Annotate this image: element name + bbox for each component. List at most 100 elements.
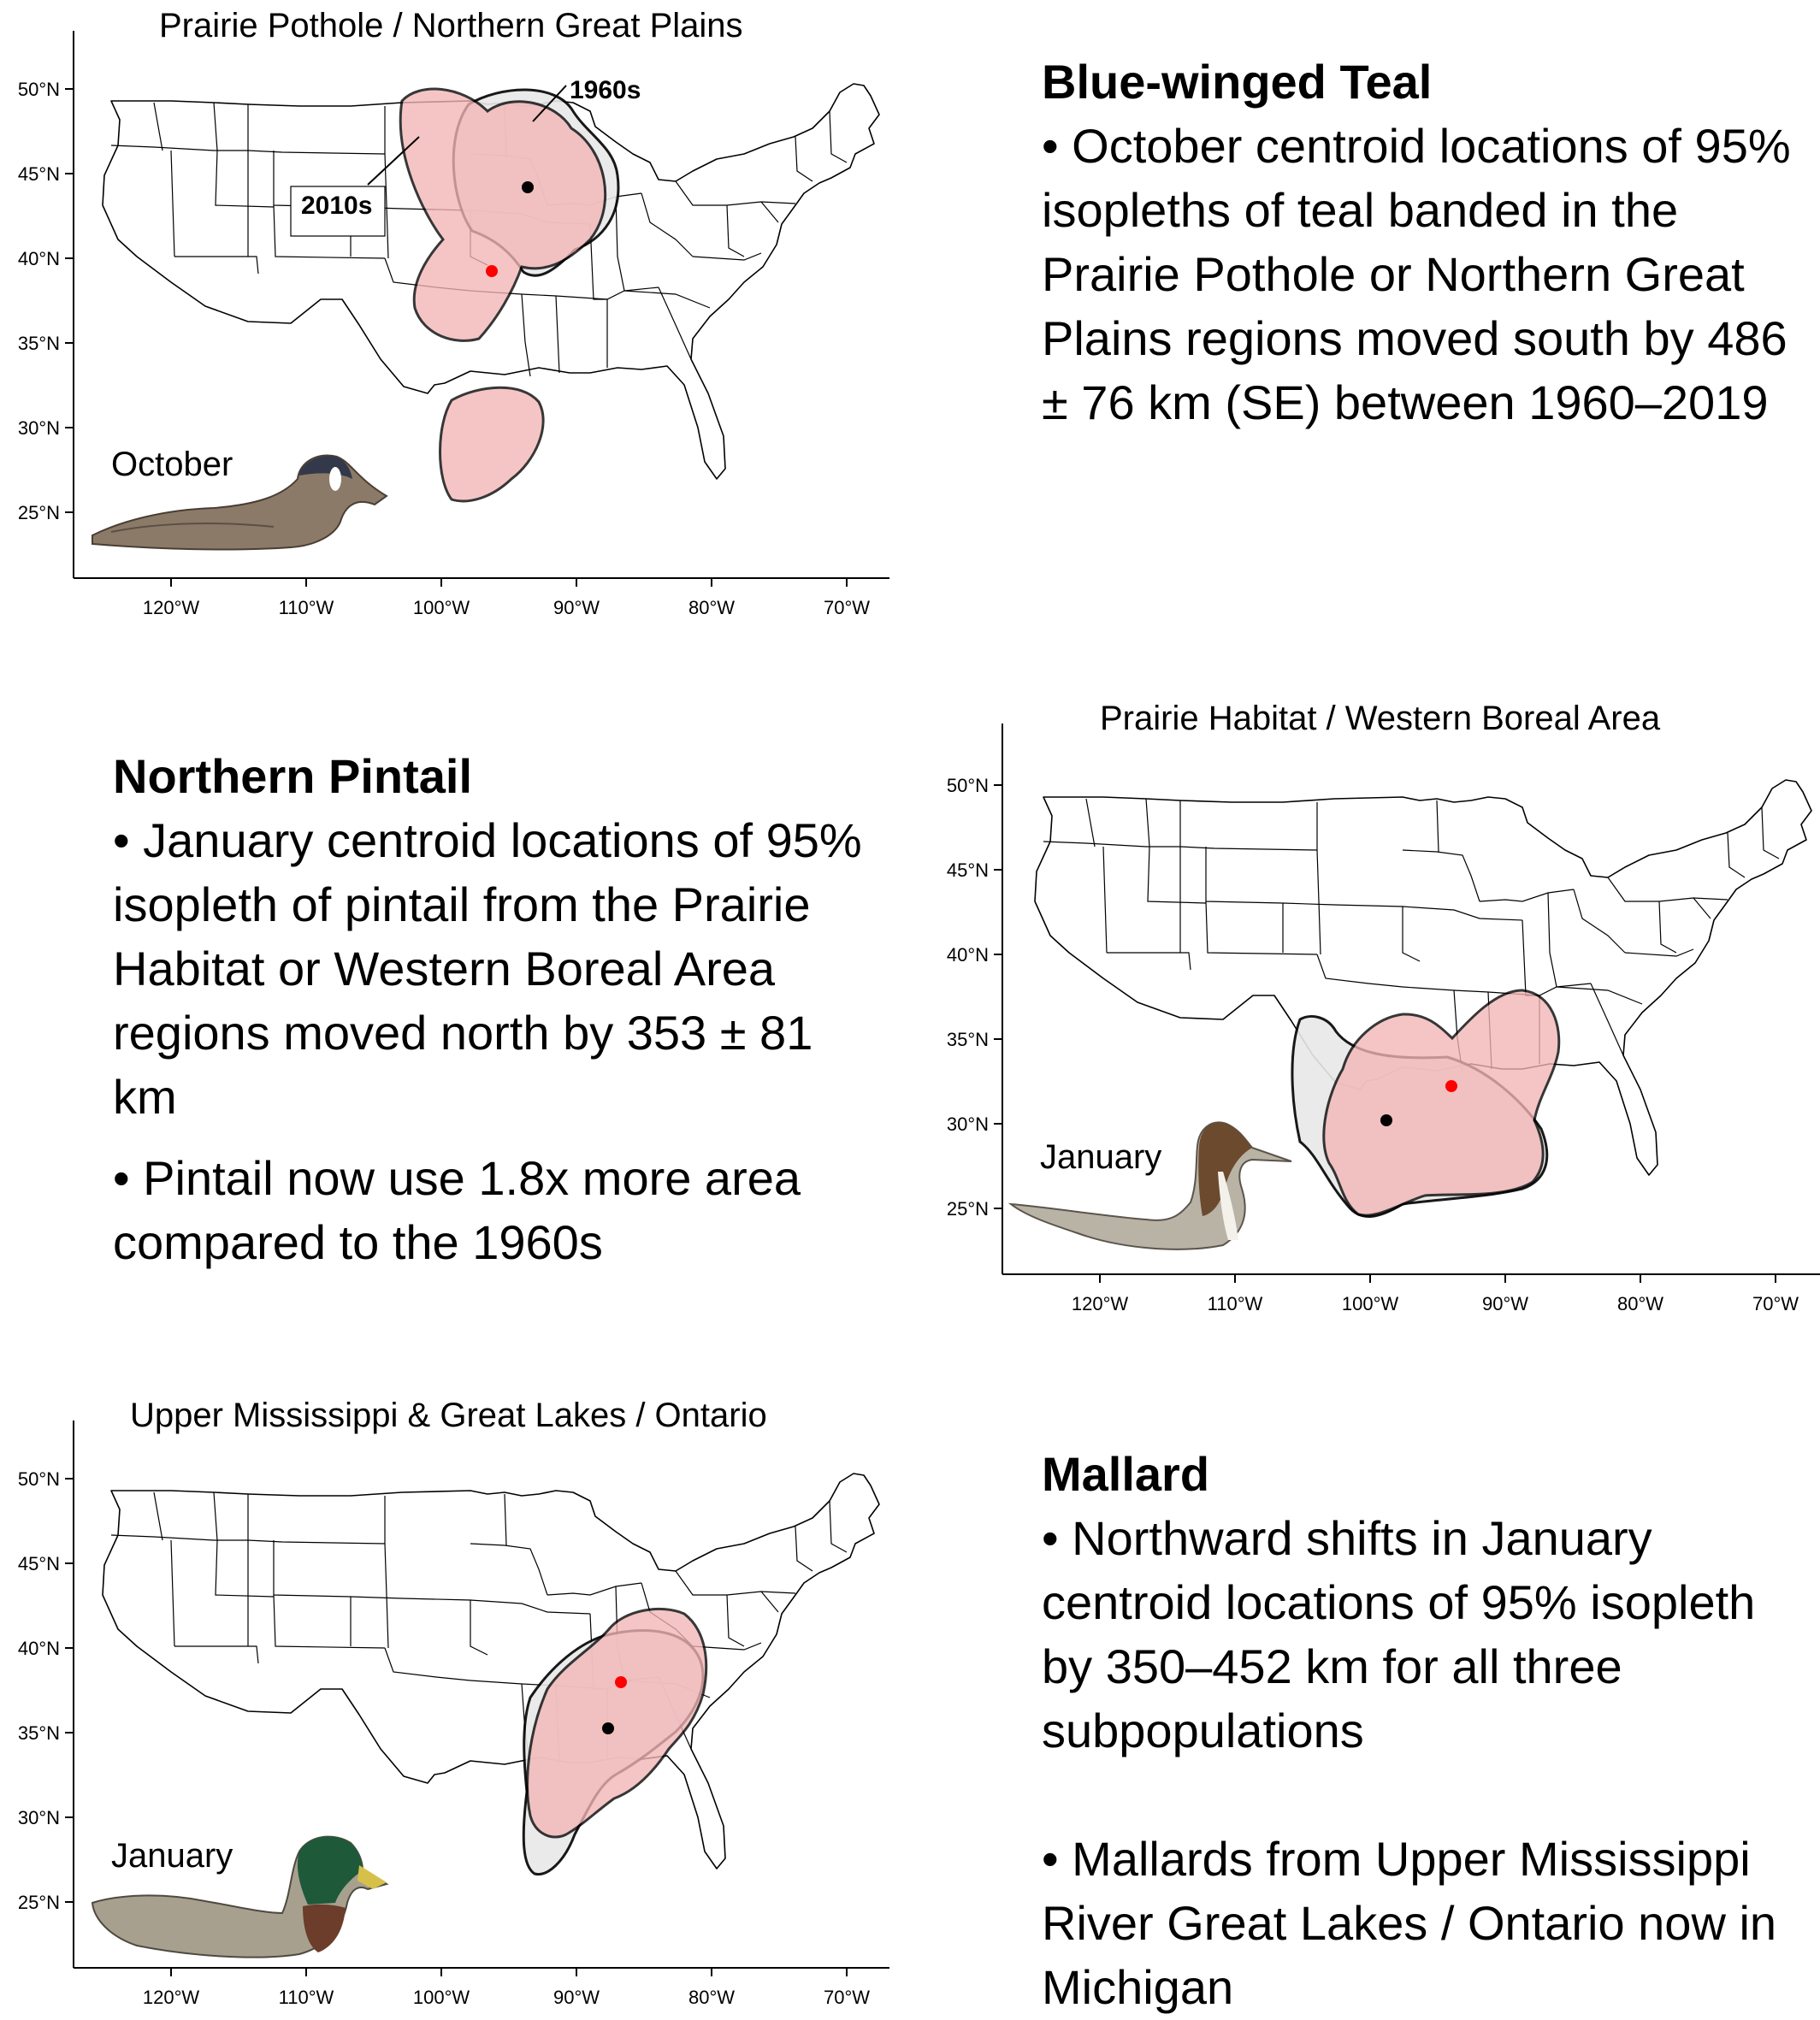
state-boundary [692,1642,762,1651]
lat-tick-label: 30°N [18,417,60,439]
month-label: January [111,1837,233,1875]
state-boundary [153,102,163,151]
state-boundary [1043,841,1318,851]
latitude-axis: 50°N 45°N 40°N 35°N 30°N 25°N [947,775,1002,1220]
lat-tick-label: 30°N [18,1807,60,1828]
state-boundary [726,204,745,257]
state-boundary [470,1543,548,1596]
state-boundary [1658,901,1677,954]
blue-winged-teal-image [92,454,388,551]
latitude-axis: 50°N 45°N 40°N 35°N 30°N 25°N [18,1468,74,1913]
pintail-heading: Northern Pintail [113,749,473,803]
pintail-bullet-1: • January centroid locations of 95% isop… [113,813,862,1124]
state-boundary [273,1540,403,1599]
us-outline [102,1473,880,1869]
lat-tick-label: 45°N [18,1553,60,1574]
state-boundary [555,295,560,374]
lon-tick-label: 110°W [279,1987,334,2008]
map-frame [73,1420,889,1969]
lon-tick-label: 90°W [553,1987,600,2008]
lon-tick-label: 70°W [1752,1293,1799,1314]
state-boundary [726,1594,745,1647]
us-states-map [102,1473,880,1869]
lat-tick-label: 45°N [18,163,60,185]
lat-tick-label: 25°N [18,1892,60,1913]
state-boundary [384,1647,471,1681]
state-boundary [1436,800,1439,853]
state-boundary [1316,954,1403,988]
state-boundary [470,1599,591,1615]
state-boundary [384,106,389,259]
state-boundary [273,204,386,259]
state-boundary [1205,901,1318,955]
mallard-image [91,1835,389,1958]
lat-tick-label: 35°N [947,1029,989,1050]
state-boundary [1761,806,1780,859]
state-boundary [692,252,762,261]
state-boundary [658,286,692,360]
callout-2010s: 2010s [290,136,420,237]
state-boundary [110,1534,386,1545]
lon-tick-label: 80°W [1617,1293,1663,1314]
state-boundary [170,150,175,257]
map-svg: 50°N 45°N 40°N 35°N 30°N 25°N 120°W 110°W 100°W… [18,31,889,618]
state-boundary [1556,986,1643,1005]
state-boundary [760,201,779,223]
lat-tick-label: 45°N [947,859,989,881]
mallard-heading: Mallard [1042,1447,1210,1501]
map-frame [73,31,889,579]
callout-1960s: 1960s [532,76,641,122]
state-boundary [174,256,259,275]
lat-tick-label: 50°N [947,775,989,796]
map-svg: 50°N 45°N 40°N 35°N 30°N 25°N 120°W 110°W 100°W… [18,1420,889,2008]
lat-tick-label: 25°N [18,502,60,523]
lon-tick-label: 120°W [143,597,200,618]
longitude-axis: 120°W 110°W 100°W 90°W 80°W 70°W [143,578,870,618]
state-boundary [1693,897,1711,919]
isopleth-2010s [399,87,607,503]
state-boundary [273,1594,386,1649]
map-panel-mallard: Upper Mississippi & Great Lakes / Ontari… [0,1390,907,2020]
latitude-axis: 50°N 45°N 40°N 35°N 30°N 25°N [18,79,74,523]
mallard-bullet-2: • Mallards from Upper Mississippi River … [1042,1832,1777,2014]
state-boundary [1205,847,1335,906]
state-boundary [1547,892,1557,988]
map-title: Prairie Habitat / Western Boreal Area [1100,700,1661,737]
longitude-axis: 120°W 110°W 100°W 90°W 80°W 70°W [143,1968,870,2008]
centroid-2010s [615,1676,627,1688]
centroid-2010s [1445,1080,1457,1092]
state-boundary [547,1582,642,1596]
state-boundary [1727,832,1746,878]
lon-tick-label: 80°W [688,597,735,618]
state-boundary [829,110,848,163]
isopleth-2010s [526,1608,708,1839]
state-boundary [829,1500,848,1553]
state-boundary [1333,904,1421,962]
state-boundary [1402,906,1523,921]
lon-tick-label: 100°W [413,1987,470,2008]
state-boundary [615,196,625,292]
centroid-1960s [602,1722,614,1734]
lat-tick-label: 40°N [18,248,60,269]
mallard-text-block: Mallard • Northward shifts in January ce… [1042,1442,1803,2019]
month-label: October [111,446,233,483]
state-boundary [795,136,813,182]
map-title: Upper Mississippi & Great Lakes / Ontari… [130,1397,767,1434]
lat-tick-label: 25°N [947,1198,989,1220]
lat-tick-label: 30°N [947,1113,989,1135]
lon-tick-label: 90°W [553,597,600,618]
map-panel-pintail: Prairie Habitat / Western Boreal Area 50… [924,693,1820,1343]
state-boundary [521,293,531,377]
lon-tick-label: 120°W [1072,1293,1129,1314]
state-boundary [1102,846,1108,954]
centroid-1960s [522,181,534,193]
state-boundary [1316,802,1321,955]
state-boundary [641,192,694,257]
lat-tick-label: 50°N [18,1468,60,1490]
lon-tick-label: 70°W [824,597,870,618]
state-boundary [153,1491,163,1541]
state-boundary [170,1539,175,1647]
pintail-bullet-2: • Pintail now use 1.8x more area compare… [113,1151,801,1269]
lon-tick-label: 100°W [1342,1293,1399,1314]
lon-tick-label: 70°W [824,1987,870,2008]
